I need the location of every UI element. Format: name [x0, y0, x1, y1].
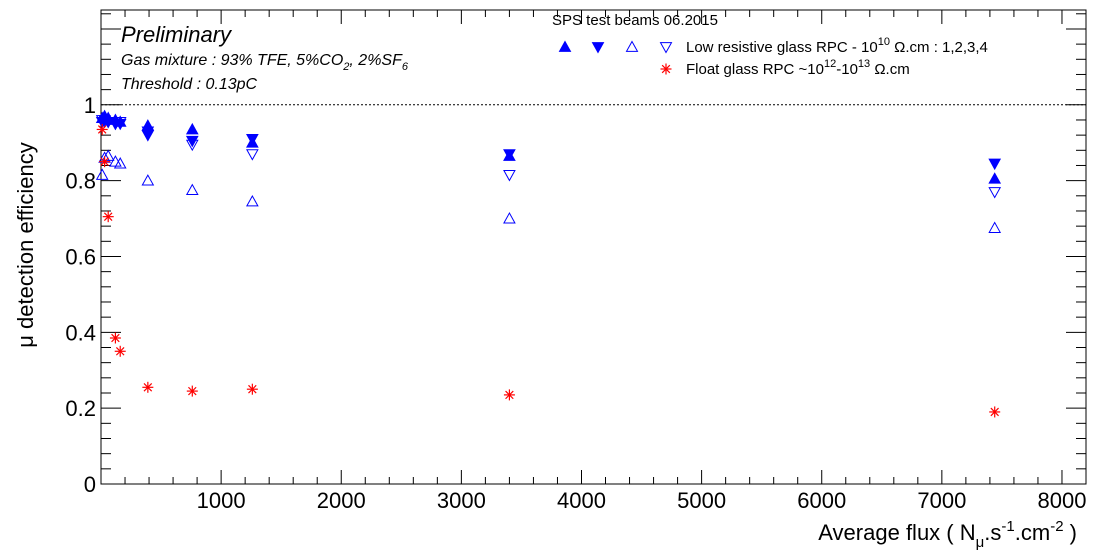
x-tick-label: 7000: [917, 488, 966, 513]
legend-entry-float-glass: Float glass RPC ~1012-1013 Ω.cm: [686, 58, 910, 78]
star-stroke: [115, 347, 125, 356]
legend-marker-5: [660, 63, 672, 75]
star-stroke: [188, 386, 197, 396]
data-marks: [95, 109, 1002, 418]
preliminary-label: Preliminary: [121, 22, 233, 47]
gas-mixture-sub2: 6: [402, 61, 409, 73]
star-stroke: [97, 125, 107, 134]
data-point-series-3: [109, 155, 122, 167]
data-point-series-1: [185, 122, 199, 135]
legend-entry2-post: Ω.cm: [870, 61, 910, 78]
x-axis-title: Average flux ( Nμ.s-1.cm-2 ): [818, 518, 1077, 551]
gas-mixture-label: Gas mixture : 93% TFE, 5%CO2, 2%SF6: [121, 52, 409, 73]
y-tick-label: 0: [84, 472, 96, 497]
data-point-series-1: [988, 172, 1002, 184]
x-tick-label: 8000: [1037, 488, 1086, 513]
gas-mixture-main: Gas mixture : 93% TFE, 5%CO: [121, 52, 343, 69]
x-axis-title-mid: .s: [984, 520, 1001, 545]
data-point-series-3: [503, 212, 516, 224]
data-point-series-5: [246, 383, 258, 395]
gas-mixture-sub1: 2: [342, 61, 349, 73]
data-point-series-5: [109, 332, 121, 344]
data-point-series-5: [114, 345, 126, 357]
data-point-series-5: [96, 123, 108, 135]
tick-labels: 0 0.2 0.4 0.6 0.8 1 1000 2000 3000 4000 5000 6000 70…: [65, 93, 1086, 513]
data-point-series-3: [988, 221, 1002, 233]
star-stroke: [661, 64, 671, 74]
data-point-series-2: [503, 149, 516, 161]
x-axis-title-end: ): [1064, 520, 1077, 545]
star-stroke: [103, 212, 113, 221]
plot-frame: [100, 9, 1087, 485]
data-point-series-5: [99, 156, 111, 168]
x-tick-label: 6000: [797, 488, 846, 513]
data-point-series-1: [141, 119, 155, 131]
data-point-series-4: [185, 139, 199, 152]
y-axis-title: μ detection efficiency: [13, 142, 38, 348]
x-tick-label: 3000: [437, 488, 486, 513]
data-point-series-4: [246, 149, 259, 161]
data-point-series-2: [141, 130, 155, 142]
legend-entry2-sup2: 13: [858, 58, 870, 70]
data-point-series-3: [113, 157, 127, 169]
y-tick-label: 0.2: [65, 396, 96, 421]
legend-entry2-sup1: 12: [824, 58, 836, 70]
legend-markers: [558, 40, 673, 75]
star-stroke: [248, 384, 257, 394]
x-tick-label: 4000: [557, 488, 606, 513]
legend-entry1-post: Ω.cm : 1,2,3,4: [890, 39, 988, 56]
legend-entry-low-resistive: Low resistive glass RPC - 1010 Ω.cm : 1,…: [686, 36, 988, 56]
data-point-series-3: [95, 168, 109, 180]
legend-entry2-mid: -10: [836, 61, 858, 78]
data-point-series-3: [246, 194, 259, 207]
data-point-series-4: [113, 116, 127, 129]
y-tick-label: 0.4: [65, 320, 96, 345]
star-stroke: [505, 390, 514, 400]
data-point-series-5: [989, 406, 1001, 418]
data-point-series-2: [988, 158, 1002, 171]
legend-entry1-pre: Low resistive glass RPC - 10: [686, 39, 878, 56]
legend-entry1-sup: 10: [878, 36, 890, 48]
data-point-series-4: [988, 187, 1002, 199]
star-stroke: [990, 407, 999, 417]
data-point-series-3: [101, 149, 115, 161]
x-tick-label: 5000: [677, 488, 726, 513]
x-axis-title-sub: μ: [976, 534, 985, 551]
x-axis-title-sup2: -2: [1050, 518, 1063, 535]
legend-marker-1: [558, 40, 572, 52]
x-tick-label: 2000: [317, 488, 366, 513]
data-point-series-5: [186, 385, 198, 397]
data-point-series-2: [185, 135, 199, 148]
x-tick-label: 1000: [197, 488, 246, 513]
threshold-label: Threshold : 0.13pC: [121, 76, 258, 93]
x-axis-title-mid2: .cm: [1015, 520, 1050, 545]
gas-mixture-mid: , 2%SF: [349, 52, 403, 69]
data-point-series-2: [246, 134, 259, 146]
data-point-series-4: [141, 126, 155, 138]
legend-header: SPS test beams 06.2015: [552, 12, 718, 29]
data-point-series-4: [503, 170, 516, 182]
y-tick-label: 0.6: [65, 244, 96, 269]
star-stroke: [100, 157, 109, 166]
star-stroke: [143, 383, 153, 392]
y-tick-label: 1: [84, 93, 96, 118]
data-point-series-5: [503, 389, 515, 401]
data-point-series-3: [185, 183, 199, 196]
data-point-series-4: [101, 116, 115, 129]
x-axis-title-sup1: -1: [1001, 518, 1014, 535]
x-axis-title-main: Average flux ( N: [818, 520, 975, 545]
y-tick-label: 0.8: [65, 169, 96, 194]
data-point-series-5: [142, 381, 154, 393]
legend-marker-2: [591, 42, 605, 54]
star-stroke: [111, 333, 120, 343]
legend-entry2-pre: Float glass RPC ~10: [686, 61, 824, 78]
data-point-series-3: [141, 174, 155, 186]
legend-marker-4: [659, 42, 673, 54]
data-point-series-5: [102, 211, 114, 223]
legend-marker-3: [625, 40, 639, 52]
axis-ticks: [100, 10, 1087, 485]
